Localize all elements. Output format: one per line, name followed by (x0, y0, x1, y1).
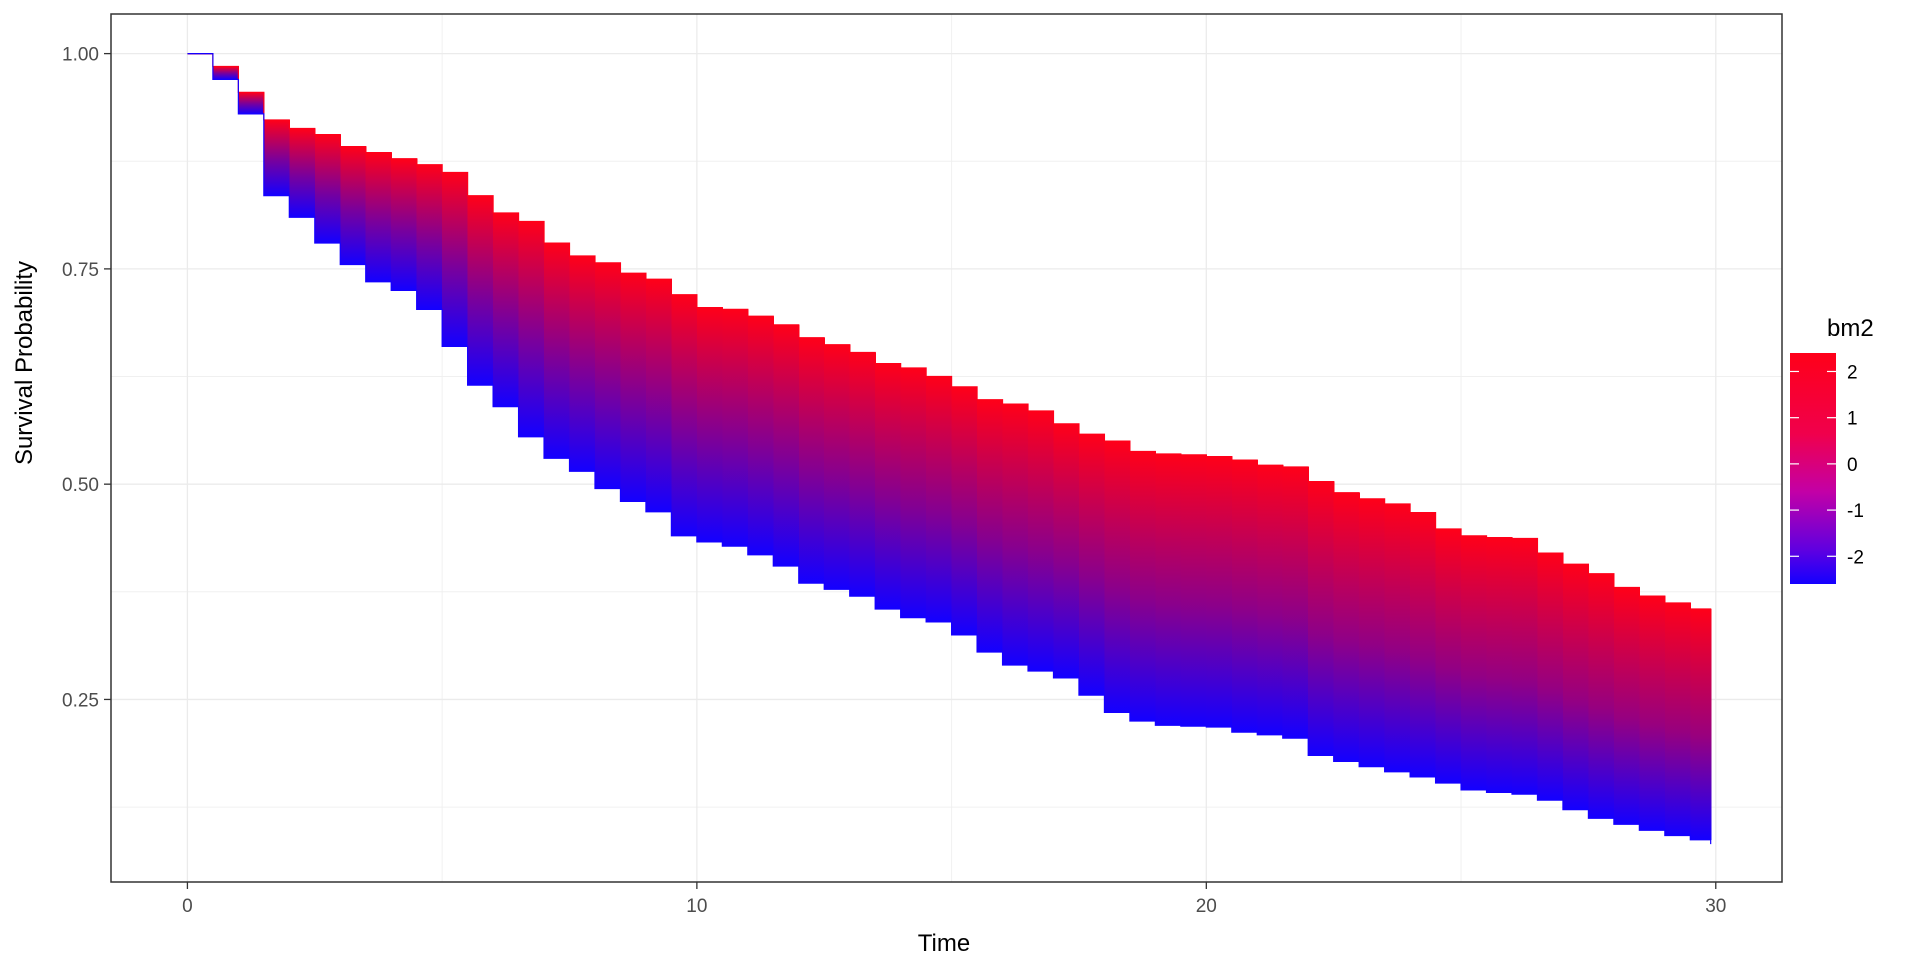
ribbon-strip (1053, 423, 1080, 678)
ribbon-strip (849, 352, 876, 597)
y-axis-label: Survival Probability (11, 261, 38, 465)
ribbon-strip (1231, 460, 1258, 733)
ribbon-strip (1359, 498, 1386, 767)
y-axis-tick-label: 0.50 (62, 475, 99, 496)
ribbon-strip (1664, 603, 1691, 836)
ribbon-strip (620, 273, 647, 502)
x-axis-tick-label: 30 (1705, 896, 1726, 917)
ribbon-strip (1511, 538, 1539, 795)
ribbon-strip (518, 221, 545, 437)
legend-ticks: 2 1 0 -1 -2 (1790, 362, 1864, 568)
legend: bm2 2 1 0 -1 -2 (1790, 315, 1874, 584)
ribbon-strip (1384, 503, 1411, 772)
y-axis-tick-label: 0.25 (62, 690, 99, 711)
ribbon-strip (1562, 564, 1590, 810)
ribbon-strip (1002, 404, 1029, 665)
ribbon-strip (1282, 466, 1309, 739)
legend-colorbar (1790, 353, 1836, 584)
panel-border (110, 13, 1783, 883)
ribbon-strip (951, 386, 978, 635)
survival-ribbon (187, 53, 1712, 845)
ribbon-strip (569, 255, 596, 472)
ribbon-strip (773, 324, 800, 566)
ribbon-strip (263, 119, 290, 196)
ribbon-strip (391, 158, 418, 291)
ribbon-strip (1333, 492, 1360, 762)
legend-tick-label: 1 (1847, 409, 1858, 430)
ribbon-strip (747, 316, 774, 555)
ribbon-strip (1308, 481, 1335, 756)
ribbon-strip (1028, 410, 1055, 672)
x-axis-tick-label: 0 (182, 896, 193, 917)
x-axis-tick-label: 20 (1196, 896, 1217, 917)
ribbon-strip (212, 66, 239, 80)
ribbon-strip (926, 376, 953, 622)
ribbon-strip (365, 152, 392, 282)
ribbon-strip (289, 128, 316, 218)
ribbon-strip (1537, 553, 1564, 801)
ribbon-strip (1155, 454, 1182, 726)
ribbon-strip (314, 134, 341, 244)
ribbon-strip (467, 195, 494, 386)
ribbon-strip (1639, 596, 1666, 831)
ribbon-strip (900, 367, 927, 618)
ribbon-strip (1180, 454, 1207, 727)
series-line-bm2-high (187, 53, 1712, 614)
series-line-bm2-low (187, 53, 1712, 845)
ribbon-strip (1588, 573, 1615, 819)
x-axis: 0 10 20 30 (182, 882, 1726, 917)
ribbon-strip (977, 399, 1004, 653)
ribbon-strip (696, 307, 723, 542)
legend-tick-label: -1 (1847, 501, 1864, 522)
legend-tick-label: 0 (1847, 455, 1858, 476)
ribbon-strip (1206, 456, 1233, 727)
ribbon-strip (875, 363, 902, 610)
y-axis-tick-label: 0.75 (62, 260, 99, 281)
y-axis-tick-label: 1.00 (62, 45, 99, 66)
ribbon-strip (722, 309, 749, 547)
ribbon-strip (798, 337, 825, 584)
ribbon-strip (493, 212, 520, 407)
ribbon-strip (238, 92, 265, 114)
ribbon-strip (824, 344, 851, 590)
x-axis-label: Time (918, 930, 970, 957)
ribbon-strip (340, 146, 367, 265)
ribbon-strip (416, 164, 443, 310)
ribbon-strip (594, 262, 622, 489)
legend-title: bm2 (1827, 315, 1874, 342)
ribbon-strip (1461, 535, 1488, 790)
ribbon-strip (1690, 609, 1712, 840)
x-axis-tick-label: 10 (686, 896, 707, 917)
ribbon-strip (1257, 465, 1284, 735)
ribbon-strip (1435, 528, 1462, 783)
ribbon-strip (645, 279, 672, 512)
ribbon-strip (442, 172, 469, 347)
legend-tick-label: -2 (1847, 547, 1864, 568)
ribbon-strip (1078, 434, 1106, 696)
ribbon-strip (671, 294, 698, 536)
ribbon-strip (1613, 587, 1640, 825)
ribbon-strip (1486, 537, 1513, 793)
ribbon-strip (1410, 512, 1437, 777)
ribbon-strip (1129, 451, 1156, 721)
ribbon-strip (544, 243, 571, 459)
legend-tick-label: 2 (1847, 362, 1858, 383)
y-axis: 0.25 0.50 0.75 1.00 (62, 45, 111, 711)
ribbon-strip (1104, 441, 1131, 713)
